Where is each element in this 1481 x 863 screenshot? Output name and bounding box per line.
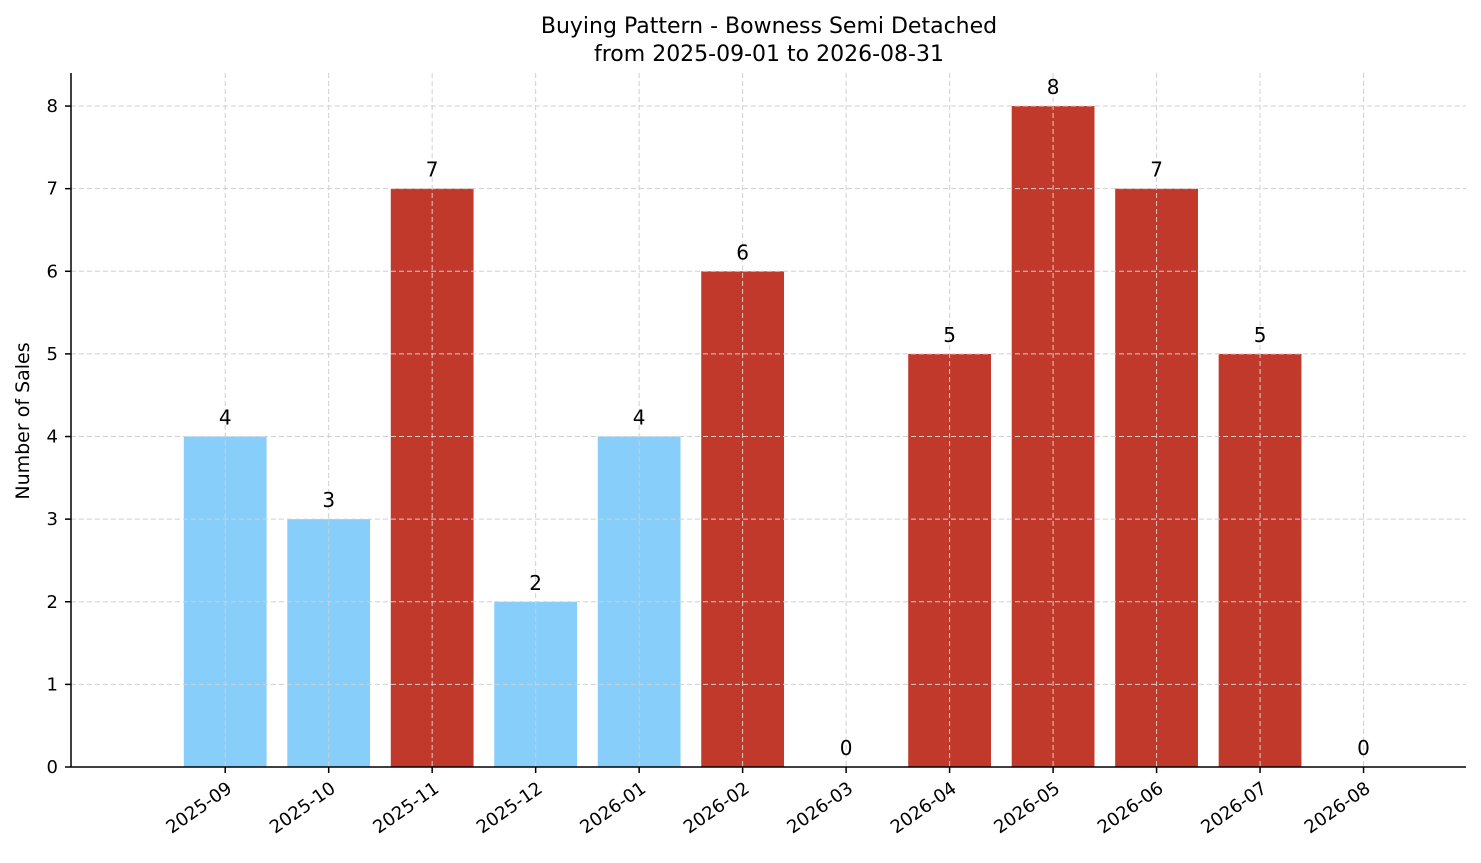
bar-value-label: 5 — [1254, 323, 1267, 347]
x-tick-label: 2026-07 — [1197, 778, 1271, 838]
bar-value-label: 3 — [322, 488, 335, 512]
x-tick-label: 2025-10 — [266, 778, 340, 838]
y-ticks: 0 1 2 3 4 5 6 7 8 — [47, 96, 71, 778]
x-tick-label: 2026-04 — [887, 778, 961, 838]
y-tick-label: 5 — [47, 344, 58, 365]
y-tick-label: 6 — [47, 261, 58, 282]
y-axis-label: Number of Sales — [12, 342, 34, 499]
y-tick-label: 2 — [47, 592, 58, 613]
y-tick-label: 1 — [47, 674, 58, 695]
bar-value-label: 8 — [1047, 75, 1060, 99]
bar-value-label: 5 — [943, 323, 956, 347]
y-tick-label: 8 — [47, 96, 58, 117]
bar-value-label: 6 — [736, 240, 749, 264]
bar-value-label: 7 — [1150, 158, 1163, 182]
x-tick-label: 2026-08 — [1301, 778, 1375, 838]
bar-value-label: 7 — [426, 158, 439, 182]
x-tick-label: 2025-11 — [369, 778, 443, 838]
y-tick-label: 4 — [47, 427, 58, 448]
x-ticks: 2025-09 2025-10 2025-11 2025-12 2026-01 2026-… — [162, 767, 1374, 838]
x-tick-label: 2026-02 — [680, 778, 754, 838]
bar-value-label: 4 — [219, 406, 232, 430]
x-tick-label: 2026-03 — [783, 778, 857, 838]
y-tick-label: 0 — [47, 757, 58, 778]
chart-subtitle: from 2025-09-01 to 2026-08-31 — [594, 42, 944, 67]
x-tick-label: 2025-09 — [162, 778, 236, 838]
y-tick-label: 7 — [47, 179, 58, 200]
bar-value-label: 2 — [529, 571, 542, 595]
y-tick-label: 3 — [47, 509, 58, 530]
x-tick-label: 2026-05 — [990, 778, 1064, 838]
x-tick-label: 2025-12 — [473, 778, 547, 838]
bar-value-label: 0 — [1357, 736, 1370, 760]
x-tick-label: 2026-01 — [576, 778, 650, 838]
bar-labels: 4 3 7 2 4 6 0 5 8 7 5 0 — [219, 75, 1370, 760]
chart-title: Buying Pattern - Bowness Semi Detached — [541, 14, 997, 39]
bar-value-label: 4 — [633, 406, 646, 430]
x-tick-label: 2026-06 — [1094, 778, 1168, 838]
bar-value-label: 0 — [840, 736, 853, 760]
